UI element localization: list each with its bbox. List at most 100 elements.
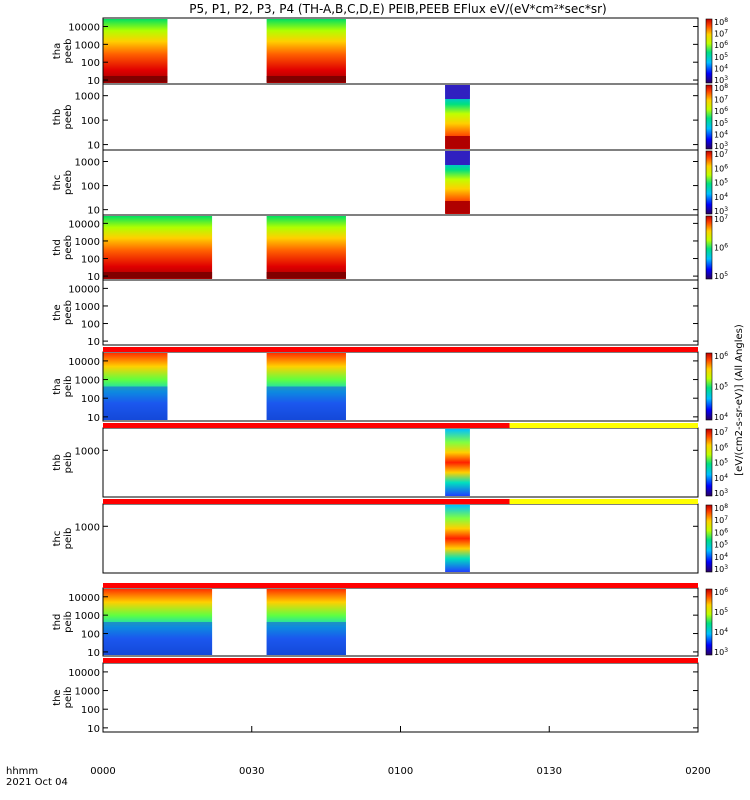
y-tick-label: 100 <box>81 705 100 716</box>
y-axis-label: thd <box>52 614 63 631</box>
y-tick-label: 1000 <box>75 157 100 168</box>
x-tick-label: 0030 <box>239 766 264 777</box>
y-axis-label: thb <box>52 109 63 126</box>
panel-frame <box>102 17 699 85</box>
colorbar <box>705 84 713 150</box>
y-tick-label: 10 <box>87 337 100 348</box>
high-energy-band <box>445 151 470 165</box>
colorbar <box>705 504 713 573</box>
y-tick-label: 100 <box>81 320 100 331</box>
colorbar-axis-label: [eV/(cm2-s-sr-eV)] (All Angles) <box>734 324 745 476</box>
colorbar-tick-label: 104 <box>714 627 728 637</box>
y-axis-label: peeb <box>63 235 74 260</box>
x-tick-label: 0000 <box>90 766 115 777</box>
low-energy-band <box>103 76 168 82</box>
colorbar-tick-label: 106 <box>714 442 728 452</box>
noise-band <box>266 386 346 420</box>
colorbar-tick-label: 106 <box>714 587 728 597</box>
panel-thd_peeb: 10 100 1000 10000 thd peeb 105 106 107 <box>52 214 728 283</box>
y-tick-label: 100 <box>81 255 100 266</box>
y-tick-label: 10 <box>87 76 100 87</box>
panel-frame <box>102 503 699 574</box>
colorbar <box>705 18 713 84</box>
y-tick-label: 1000 <box>75 522 100 533</box>
y-tick-label: 10 <box>87 141 100 152</box>
quality-flag-bar <box>103 499 510 504</box>
panel-frame <box>102 351 699 422</box>
quality-flag-bar <box>103 658 698 663</box>
panel-the_peeb: 10 100 1000 10000 the peeb <box>52 279 699 348</box>
panel-thb_peib: 1000 thb peib 103 104 105 106 107 <box>52 427 728 498</box>
colorbar-tick-label: 105 <box>714 118 728 128</box>
colorbar-tick-label: 107 <box>714 214 728 224</box>
spectrogram-interval <box>445 505 470 572</box>
colorbar <box>705 150 713 215</box>
colorbar-tick-label: 106 <box>714 106 728 116</box>
quality-flag-bar <box>509 423 698 428</box>
y-tick-label: 10000 <box>68 593 100 604</box>
colorbar-tick-label: 107 <box>714 427 728 437</box>
y-tick-label: 1000 <box>75 302 100 313</box>
y-tick-label: 100 <box>81 58 100 69</box>
figure-title: P5, P1, P2, P3, P4 (TH-A,B,C,D,E) PEIB,P… <box>189 2 606 16</box>
low-energy-band <box>103 272 213 278</box>
x-tick-label: 0130 <box>537 766 562 777</box>
y-tick-label: 100 <box>81 116 100 127</box>
y-tick-label: 10000 <box>68 219 100 230</box>
panel-thc_peeb: 10 100 1000 thc peeb 103 104 105 106 107 <box>52 149 728 217</box>
colorbar-tick-label: 104 <box>714 63 728 73</box>
spectrogram-interval <box>103 19 168 83</box>
panel-tha_peib: 10 100 1000 10000 tha peib 104 105 106 <box>52 351 728 424</box>
colorbar-tick-label: 104 <box>714 129 728 139</box>
y-tick-label: 1000 <box>75 40 100 51</box>
y-axis-label: thb <box>52 454 63 471</box>
y-tick-label: 10000 <box>68 284 100 295</box>
panel-thc_peib: 1000 thc peib 103 104 105 106 107 108 <box>52 503 728 574</box>
colorbar-tick-label: 106 <box>714 351 728 361</box>
spectrogram-interval <box>266 19 346 83</box>
colorbar-tick-label: 104 <box>714 192 728 202</box>
colorbar-tick-label: 104 <box>714 412 728 422</box>
y-axis-label: peib <box>63 452 74 474</box>
y-axis-label: peeb <box>63 300 74 325</box>
colorbar-tick-label: 108 <box>714 83 728 93</box>
colorbar-tick-label: 103 <box>714 647 728 657</box>
panel-frame <box>102 427 699 498</box>
colorbar <box>705 588 713 656</box>
y-axis-label: the <box>52 304 63 320</box>
colorbar <box>705 352 713 421</box>
colorbar-tick-label: 105 <box>714 540 728 550</box>
colorbar-tick-label: 108 <box>714 503 728 513</box>
colorbar-tick-label: 105 <box>714 607 728 617</box>
y-tick-label: 1000 <box>75 92 100 103</box>
x-tick-label: 0200 <box>685 766 710 777</box>
colorbar-tick-label: 103 <box>714 75 728 85</box>
low-energy-band <box>445 201 470 213</box>
y-tick-label: 10 <box>87 272 100 283</box>
colorbar <box>705 215 713 280</box>
y-axis-label: thc <box>52 175 63 191</box>
y-axis-label: the <box>52 689 63 705</box>
colorbar-tick-label: 107 <box>714 149 728 159</box>
panel-frame <box>102 149 699 216</box>
y-tick-label: 100 <box>81 630 100 641</box>
quality-flag-bar <box>509 499 698 504</box>
low-energy-band <box>266 272 346 278</box>
y-axis-label: peib <box>63 611 74 633</box>
panel-the_peib: 10 100 1000 10000 the peib <box>52 662 699 735</box>
y-tick-label: 10000 <box>68 23 100 34</box>
panel-frame <box>102 279 699 346</box>
y-axis-label: thc <box>52 531 63 547</box>
y-tick-label: 10 <box>87 648 100 659</box>
noise-band <box>266 622 346 655</box>
panel-thd_peib: 10 100 1000 10000 thd peib 103 104 105 106 <box>52 587 728 659</box>
quality-flag-bar <box>103 583 698 588</box>
colorbar-tick-label: 106 <box>714 527 728 537</box>
colorbar-tick-label: 108 <box>714 17 728 27</box>
y-axis-label: tha <box>52 378 63 394</box>
colorbar-tick-label: 105 <box>714 458 728 468</box>
y-tick-label: 10000 <box>68 357 100 368</box>
